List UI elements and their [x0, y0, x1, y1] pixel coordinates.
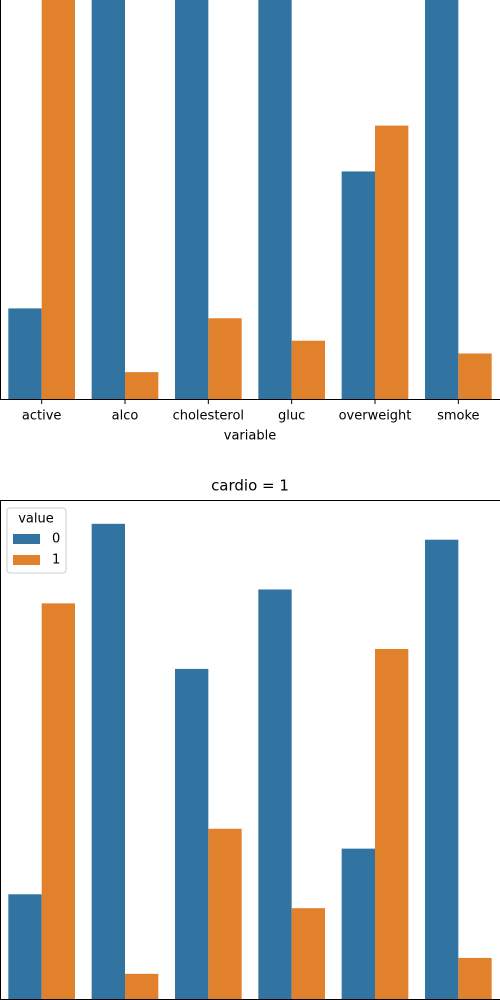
- bar: [291, 340, 325, 400]
- bar: [175, 668, 209, 1000]
- bar: [291, 908, 325, 1000]
- bar: [258, 0, 292, 400]
- bar: [425, 539, 459, 1000]
- legend-swatch: [13, 555, 40, 565]
- bar: [458, 353, 492, 400]
- bar: [125, 372, 159, 400]
- bar: [91, 0, 125, 400]
- bar: [91, 523, 125, 1000]
- bar: [125, 973, 159, 1000]
- bar: [208, 828, 242, 1000]
- bar: [375, 125, 409, 400]
- bar: [375, 648, 409, 1000]
- chart-title: cardio = 1: [211, 477, 289, 495]
- bar: [175, 0, 209, 401]
- x-tick-label: alco: [112, 409, 139, 424]
- legend-title: value: [18, 512, 54, 527]
- bar: [208, 318, 242, 400]
- legend-swatch: [13, 534, 40, 544]
- x-axis-label: variable: [224, 429, 276, 444]
- bar: [41, 603, 75, 1000]
- bar: [341, 171, 375, 400]
- x-tick-label: cholesterol: [173, 409, 244, 424]
- bar: [41, 0, 75, 400]
- bar: [458, 957, 492, 1000]
- bar: [8, 308, 42, 400]
- bar: [425, 0, 459, 401]
- x-tick-label: gluc: [278, 409, 305, 424]
- x-tick-label: active: [22, 409, 62, 424]
- bar: [8, 894, 42, 1000]
- bar: [258, 589, 292, 1000]
- bar: [341, 848, 375, 1000]
- x-tick-label: overweight: [339, 409, 412, 424]
- legend-label: 0: [52, 532, 60, 547]
- x-tick-label: smoke: [437, 409, 479, 424]
- legend-label: 1: [52, 553, 60, 568]
